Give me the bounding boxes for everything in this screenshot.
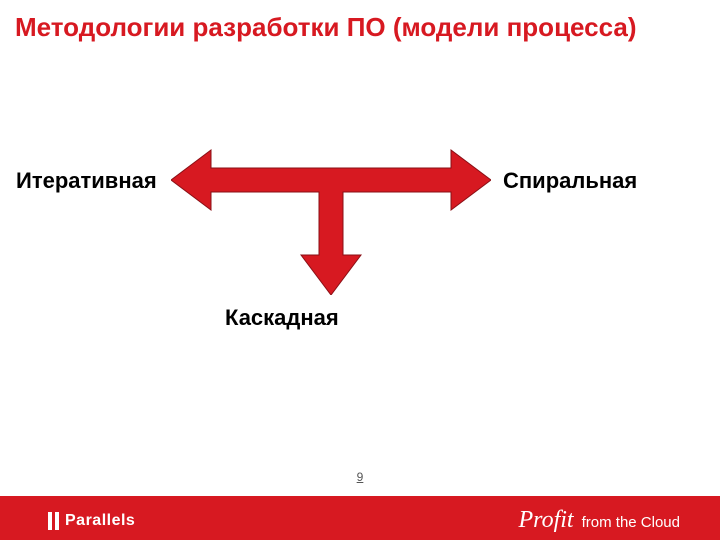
slide-title: Методологии разработки ПО (модели процес… [15,12,637,43]
footer-bar: Parallels Profit from the Cloud [0,496,720,540]
page-number: 9 [357,470,364,484]
footer-top-line [0,496,720,498]
profit-logo: Profit from the Cloud [518,508,680,532]
parallels-logo: Parallels [48,512,135,530]
label-iterative: Итеративная [16,168,157,194]
three-way-arrow [171,145,491,295]
parallels-bars-icon [48,512,59,530]
label-spiral: Спиральная [503,168,637,194]
profit-script-text: Profit [518,508,573,532]
profit-suffix-text: from the Cloud [582,514,680,531]
parallels-logo-text: Parallels [65,512,135,530]
label-waterfall: Каскадная [225,305,339,331]
arrow-path [171,150,491,295]
slide: Методологии разработки ПО (модели процес… [0,0,720,540]
